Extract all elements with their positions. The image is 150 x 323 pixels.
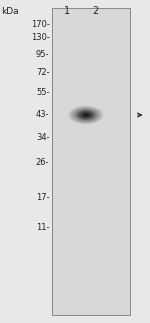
Text: 55-: 55- [36,88,50,97]
Ellipse shape [74,109,98,121]
Ellipse shape [69,106,103,124]
Text: kDa: kDa [2,7,19,16]
Ellipse shape [70,107,102,123]
Ellipse shape [72,108,100,122]
Ellipse shape [73,108,99,122]
Ellipse shape [80,112,92,118]
Ellipse shape [82,113,89,117]
Ellipse shape [84,114,88,116]
Ellipse shape [70,107,101,123]
Ellipse shape [76,110,96,120]
Ellipse shape [70,106,102,124]
Ellipse shape [68,106,104,124]
Text: 170-: 170- [31,20,50,29]
Ellipse shape [82,113,90,117]
Ellipse shape [75,109,97,121]
Ellipse shape [73,108,99,122]
Ellipse shape [77,110,95,120]
Text: 2: 2 [92,6,98,16]
Ellipse shape [83,114,89,116]
Ellipse shape [71,107,101,123]
Ellipse shape [79,111,93,119]
Ellipse shape [78,111,93,119]
Ellipse shape [77,110,95,120]
Ellipse shape [72,108,100,122]
Ellipse shape [80,112,92,118]
Ellipse shape [78,111,94,119]
Ellipse shape [81,112,91,118]
Ellipse shape [84,114,88,116]
Ellipse shape [75,109,97,121]
Ellipse shape [82,113,90,117]
Text: 34-: 34- [36,133,50,142]
Text: 72-: 72- [36,68,50,77]
Text: 95-: 95- [36,50,50,59]
Ellipse shape [78,110,94,120]
Text: 43-: 43- [36,110,50,120]
Ellipse shape [85,114,87,116]
Text: 11-: 11- [36,223,50,232]
Bar [52,8,130,315]
Ellipse shape [83,113,89,117]
Ellipse shape [81,112,91,118]
Text: 1: 1 [64,6,70,16]
Ellipse shape [74,109,98,121]
Ellipse shape [79,111,93,119]
Text: 26-: 26- [36,158,50,167]
Ellipse shape [71,107,100,123]
Text: 130-: 130- [31,33,50,42]
Ellipse shape [75,109,97,120]
Text: 17-: 17- [36,193,50,202]
Ellipse shape [69,106,103,124]
Ellipse shape [76,109,96,120]
